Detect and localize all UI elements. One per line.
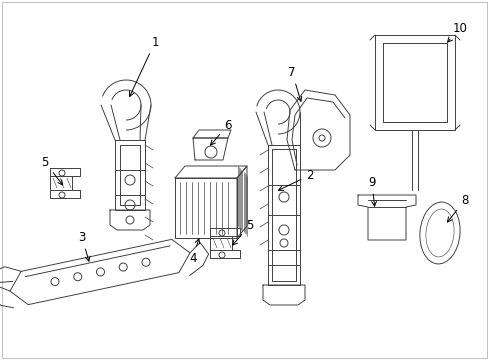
Text: 2: 2 (278, 168, 313, 190)
Text: 5: 5 (232, 219, 253, 245)
Text: 3: 3 (78, 230, 90, 261)
Text: 8: 8 (447, 194, 468, 222)
Text: 10: 10 (447, 22, 467, 42)
Text: 9: 9 (367, 176, 376, 206)
Text: 1: 1 (129, 36, 159, 96)
Text: 4: 4 (189, 239, 200, 265)
Text: 5: 5 (41, 156, 62, 185)
Text: 6: 6 (210, 118, 231, 145)
Text: 7: 7 (287, 66, 301, 101)
